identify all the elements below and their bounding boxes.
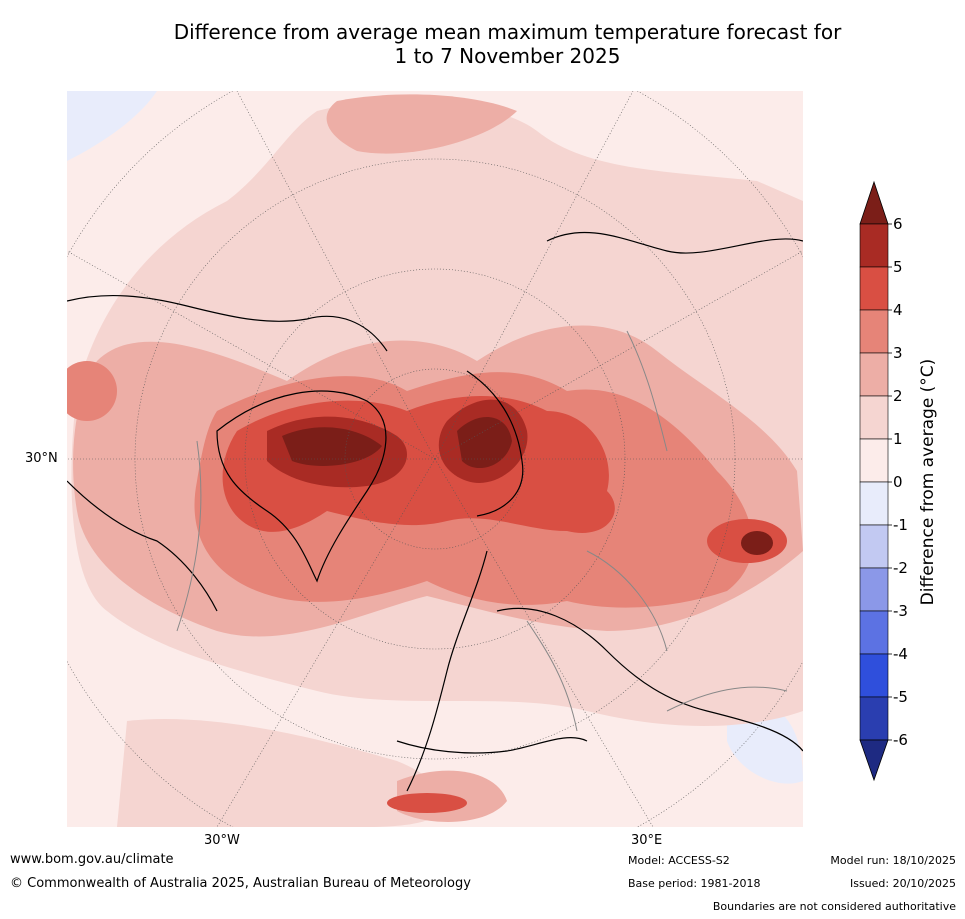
anomaly-core-6-plus-asia [741, 531, 773, 555]
colorbar-tick-label: -2 [893, 559, 908, 577]
colorbar-tick-label: 0 [893, 473, 903, 491]
colorbar-title: Difference from average (°C) [918, 358, 938, 606]
footer-copyright: © Commonwealth of Australia 2025, Austra… [10, 876, 471, 891]
coastlines [67, 231, 803, 792]
colorbar-segment--5-to--6 [859, 696, 889, 741]
colorbar-tick-label: 3 [893, 344, 903, 362]
colorbar-tick-label: -5 [893, 688, 908, 706]
anomaly-band-2-3-north [326, 94, 517, 154]
colorbar-tick-label: -4 [893, 645, 908, 663]
colorbar-segment--2-to--3 [859, 567, 889, 612]
colorbar-tick-label: -1 [893, 516, 908, 534]
colorbar-segment-5-to-4 [859, 266, 889, 311]
colorbar-segment-3-to-2 [859, 352, 889, 397]
graticule [67, 91, 803, 827]
anomaly-core-6-plus [282, 427, 382, 466]
colorbar-tick-label: -6 [893, 731, 908, 749]
colorbar-tick-label: 6 [893, 215, 903, 233]
footer-model: Model: ACCESS-S2 [628, 854, 730, 867]
colorbar-tick-label: -3 [893, 602, 908, 620]
colorbar-tick-label: 5 [893, 258, 903, 276]
colorbar-segment-0-to--1 [859, 481, 889, 526]
colorbar-segment--3-to--4 [859, 610, 889, 655]
lon-label-30e: 30°E [631, 833, 663, 848]
lon-label-30w: 30°W [204, 833, 240, 848]
lat-label-30n: 30°N [25, 451, 58, 466]
temperature-anomaly-map [67, 91, 803, 827]
colorbar-tick-label: 1 [893, 430, 903, 448]
colorbar-arrow-above-6 [859, 180, 889, 225]
warm-spot-north-africa [387, 793, 467, 813]
footer-website: www.bom.gov.au/climate [10, 852, 174, 867]
footer-disclaimer: Boundaries are not considered authoritat… [712, 900, 956, 913]
footer-model-run: Model run: 18/10/2025 [830, 854, 956, 867]
cool-patch-northwest [67, 91, 157, 161]
colorbar: 6 5 4 3 2 1 0 -1 -2 -3 -4 -5 -6 [859, 180, 908, 782]
anomaly-core-6-plus-east [457, 417, 512, 469]
footer-base-period: Base period: 1981-2018 [628, 877, 761, 890]
title-line-2: 1 to 7 November 2025 [394, 44, 621, 68]
colorbar-segment-6-to-5 [859, 223, 889, 268]
warm-spot-west [67, 361, 117, 421]
anomaly-band-1-2-south [117, 719, 446, 827]
colorbar-segment-2-to-1 [859, 395, 889, 440]
colorbar-segment--1-to--2 [859, 524, 889, 569]
country-borders [176, 330, 788, 732]
chart-title: Difference from average mean maximum tem… [100, 20, 915, 68]
colorbar-arrow-below-minus-6 [859, 739, 889, 782]
footer-issued: Issued: 20/10/2025 [849, 877, 956, 890]
title-line-1: Difference from average mean maximum tem… [173, 20, 842, 44]
colorbar-segment-1-to-0 [859, 438, 889, 483]
colorbar-tick-label: 2 [893, 387, 903, 405]
colorbar-segment--4-to--5 [859, 653, 889, 698]
colorbar-tick-label: 4 [893, 301, 903, 319]
colorbar-segment-4-to-3 [859, 309, 889, 354]
